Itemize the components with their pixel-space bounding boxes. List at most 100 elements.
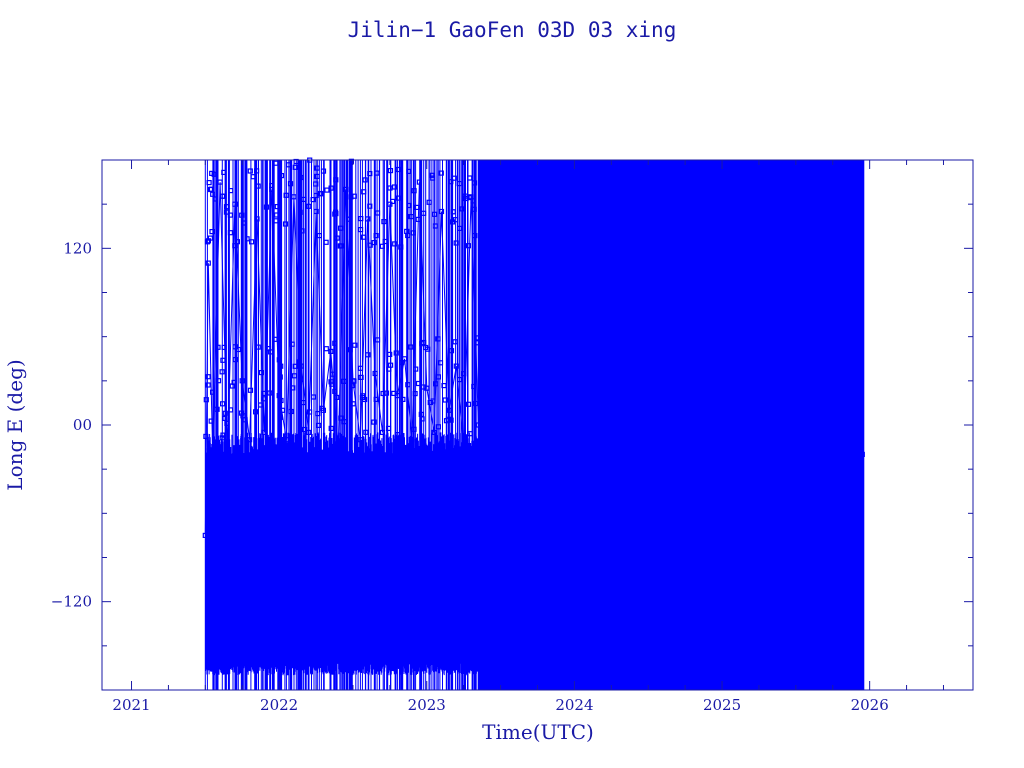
data-marker	[381, 219, 387, 225]
data-marker	[435, 336, 441, 342]
chart-title: Jilin−1 GaoFen 03D 03 xing	[348, 18, 677, 42]
data-marker	[388, 362, 394, 368]
data-marker	[205, 374, 211, 380]
data-marker	[393, 350, 399, 356]
data-marker	[315, 411, 321, 417]
data-marker	[278, 173, 284, 179]
x-tick-label: 2025	[703, 696, 741, 714]
data-marker	[437, 360, 444, 366]
data-marker	[420, 384, 426, 390]
data-marker	[250, 174, 256, 180]
data-marker	[474, 340, 480, 346]
data-marker	[273, 160, 279, 166]
data-marker	[232, 357, 238, 363]
data-marker	[273, 218, 279, 224]
data-marker	[219, 369, 225, 375]
data-marker	[261, 396, 267, 402]
data-marker	[235, 346, 241, 353]
data-marker	[361, 189, 367, 195]
data-marker	[220, 432, 226, 438]
data-marker	[288, 408, 294, 415]
data-marker	[332, 388, 338, 394]
data-marker	[314, 165, 320, 171]
data-marker	[435, 374, 441, 380]
data-marker	[411, 188, 417, 194]
data-marker	[467, 175, 473, 181]
data-marker	[373, 396, 379, 402]
data-marker	[442, 397, 448, 403]
data-marker	[472, 233, 478, 239]
data-marker	[267, 390, 273, 396]
data-point	[205, 260, 211, 266]
data-marker	[459, 206, 465, 212]
data-marker	[475, 335, 481, 341]
data-marker	[283, 192, 289, 198]
data-marker	[328, 425, 334, 431]
data-marker	[276, 357, 282, 363]
data-marker	[448, 179, 454, 185]
data-marker	[341, 378, 347, 384]
data-marker	[358, 216, 364, 222]
data-marker	[360, 234, 367, 240]
data-marker	[258, 402, 264, 408]
data-marker	[258, 370, 264, 376]
data-marker	[224, 420, 230, 426]
data-marker	[387, 185, 393, 191]
data-marker	[214, 406, 220, 412]
data-marker	[247, 168, 253, 174]
data-marker	[400, 396, 406, 402]
data-marker	[430, 175, 436, 181]
data-marker	[374, 210, 381, 216]
data-marker	[220, 401, 226, 407]
data-marker	[289, 341, 295, 347]
data-marker	[410, 230, 416, 236]
data-marker	[244, 236, 250, 242]
data-marker	[373, 233, 379, 239]
data-marker	[448, 348, 455, 354]
data-marker	[398, 244, 404, 250]
data-marker	[222, 415, 228, 421]
data-marker	[453, 240, 459, 246]
data-marker	[387, 168, 394, 174]
x-tick-label: 2023	[408, 696, 446, 714]
x-tick-label: 2022	[260, 696, 298, 714]
data-marker	[433, 381, 439, 387]
data-marker	[430, 398, 436, 404]
data-marker	[338, 225, 344, 231]
data-marker	[357, 365, 364, 371]
data-marker	[461, 371, 467, 377]
data-marker	[421, 210, 427, 216]
data-marker	[316, 422, 322, 428]
data-marker	[204, 239, 211, 245]
data-marker	[210, 191, 216, 197]
data-marker	[291, 373, 297, 379]
data-marker	[300, 400, 306, 406]
data-marker	[338, 415, 344, 421]
data-marker	[395, 166, 401, 173]
data-marker	[328, 379, 334, 385]
data-marker	[395, 195, 401, 201]
data-marker	[330, 371, 336, 377]
data-marker	[223, 204, 230, 210]
data-marker	[205, 382, 211, 388]
data-marker	[310, 197, 316, 203]
data-marker	[234, 239, 240, 245]
data-marker	[215, 344, 221, 350]
x-tick-label: 2021	[112, 696, 150, 714]
data-marker	[242, 417, 248, 423]
data-marker	[311, 394, 317, 400]
data-marker	[287, 181, 294, 187]
data-marker	[367, 203, 373, 209]
data-marker	[415, 380, 422, 387]
data-marker	[471, 180, 478, 186]
data-marker	[228, 188, 234, 194]
data-marker	[351, 378, 357, 384]
data-marker	[328, 185, 334, 191]
data-marker	[332, 211, 338, 217]
data-marker	[365, 352, 371, 358]
data-marker	[219, 193, 226, 199]
data-marker	[351, 193, 357, 199]
data-marker	[421, 339, 427, 346]
data-marker	[324, 187, 330, 193]
x-tick-label: 2024	[555, 696, 593, 714]
